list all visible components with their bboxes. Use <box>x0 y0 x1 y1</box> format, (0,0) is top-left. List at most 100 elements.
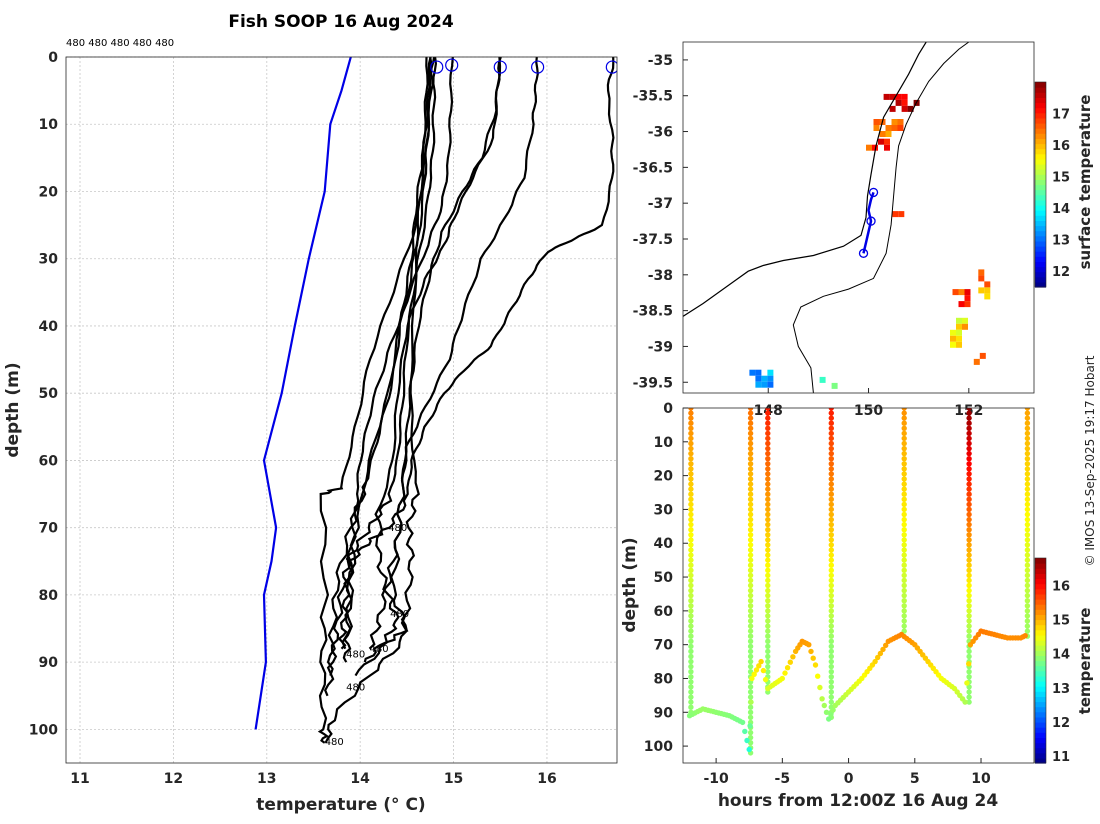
section-point <box>901 415 907 421</box>
section-colorbar-segment <box>1035 752 1046 759</box>
section-point <box>828 598 834 604</box>
section-point <box>758 658 764 665</box>
section-point <box>1024 408 1031 411</box>
section-point <box>966 537 972 543</box>
sst-pixel <box>891 125 898 131</box>
section-point <box>765 408 771 411</box>
map-colorbar-segment <box>1035 256 1046 262</box>
profile-chart-title: Fish SOOP 16 Aug 2024 <box>228 12 454 32</box>
section-point <box>828 521 834 528</box>
section-colorbar-segment <box>1035 737 1046 744</box>
section-point <box>901 547 907 553</box>
profile-axes-box <box>65 56 618 764</box>
section-point <box>901 425 907 431</box>
section-point <box>823 709 830 715</box>
section-point <box>966 572 972 579</box>
section-point <box>1024 623 1031 629</box>
section-point <box>901 486 907 492</box>
map-y-tick-label: -38 <box>648 268 673 284</box>
map-background <box>683 42 1034 393</box>
section-point <box>765 598 771 604</box>
map-colorbar-segment <box>1035 164 1046 170</box>
sst-pixel <box>984 293 991 300</box>
section-colorbar-segment <box>1035 675 1046 682</box>
sst-pixel <box>889 105 896 112</box>
section-point <box>688 674 694 680</box>
section-point <box>828 694 834 700</box>
section-point <box>688 486 694 492</box>
section-point <box>828 481 834 487</box>
section-point <box>688 623 694 629</box>
section-point <box>688 547 694 553</box>
section-point <box>828 699 834 705</box>
section-point <box>828 461 834 467</box>
section-point <box>747 461 754 467</box>
section-point <box>765 491 771 497</box>
section-point <box>688 408 694 411</box>
section-point <box>1024 440 1031 447</box>
section-point <box>747 506 754 513</box>
section-point <box>828 618 834 624</box>
section-point <box>746 746 752 753</box>
section-point <box>966 542 972 548</box>
section-point <box>688 618 694 624</box>
vessel-track <box>862 191 875 254</box>
section-point <box>765 516 771 523</box>
map-colorbar-segment <box>1035 276 1046 283</box>
section-point <box>966 557 972 563</box>
sst-pixel <box>878 138 884 145</box>
section-point <box>765 643 771 650</box>
section-point <box>828 567 834 573</box>
section-point <box>901 481 907 487</box>
section-point <box>966 527 972 533</box>
map-y-tick-label: -37.5 <box>633 232 673 248</box>
sst-pixel <box>958 301 965 308</box>
section-point <box>747 598 754 604</box>
section-point <box>966 415 972 421</box>
section-point <box>747 450 754 457</box>
section-point <box>1024 430 1031 437</box>
section-colorbar-segment <box>1035 716 1046 723</box>
section-point <box>747 653 754 660</box>
section-y-tick-label: 0 <box>663 401 673 417</box>
sst-pixel <box>873 125 880 131</box>
section-point <box>1024 506 1031 513</box>
section-point <box>688 633 694 639</box>
section-point <box>747 562 754 568</box>
sst-pixel <box>978 269 985 276</box>
section-point <box>688 450 694 457</box>
map-y-tick-label: -38.5 <box>633 304 673 320</box>
section-point <box>828 532 834 538</box>
section-point <box>828 435 834 442</box>
section-point <box>828 552 834 558</box>
section-y-tick-label: 100 <box>644 739 673 755</box>
profile-depth-label: 480 <box>388 523 407 534</box>
section-point <box>828 711 834 718</box>
section-point <box>901 435 907 442</box>
section-point <box>828 450 834 457</box>
section-point <box>966 623 972 629</box>
section-colorbar-segment <box>1035 558 1046 564</box>
map-colorbar-segment <box>1035 82 1046 88</box>
section-point <box>828 613 834 619</box>
section-point <box>828 527 834 533</box>
section-point <box>747 623 754 629</box>
section-point <box>901 577 907 584</box>
sst-pixel <box>831 382 838 389</box>
section-point <box>901 410 907 416</box>
sst-pixel <box>749 369 756 376</box>
sst-pixel <box>872 144 878 151</box>
section-point <box>966 694 972 700</box>
map-colorbar-segment <box>1035 179 1046 186</box>
sst-pixel <box>755 381 762 388</box>
section-point <box>828 420 834 426</box>
section-point <box>901 445 907 452</box>
sst-pixel <box>901 105 908 112</box>
section-point <box>765 587 771 594</box>
sst-pixel <box>879 131 886 137</box>
section-point <box>966 466 972 472</box>
section-point <box>688 613 694 619</box>
section-point <box>1024 552 1031 558</box>
section-colorbar-segment <box>1035 619 1046 626</box>
section-point <box>966 669 972 675</box>
